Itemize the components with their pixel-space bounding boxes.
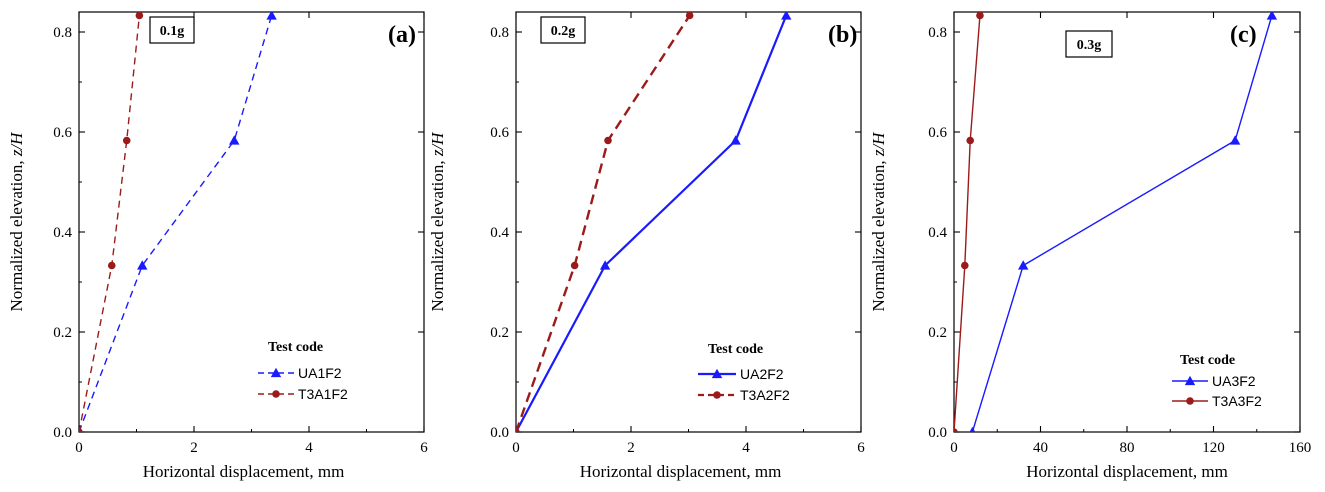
y-axis-label: Normalized elevation, z/H (7, 131, 26, 312)
chart-panel-1: 0 2 4 6 0.0 0.2 0.4 0.6 0.8 Horizontal displaceme… (7, 11, 428, 481)
data-point-T3A2F2 (604, 136, 612, 145)
series-line-T3A2F2 (516, 14, 691, 432)
x-tick-label: 2 (190, 440, 198, 456)
y-tick-label: 0.6 (53, 125, 72, 141)
panel-label: (a) (388, 22, 416, 48)
data-point-UA2F2 (599, 260, 611, 270)
data-point-T3A1F2 (79, 428, 83, 432)
legend-entry: T3A1F2 (298, 386, 348, 402)
data-point-UA3F2 (969, 426, 976, 432)
x-tick-label: 6 (857, 440, 865, 456)
x-tick-label: 40 (1033, 440, 1048, 456)
chart-panel-2: 0 2 4 6 0.0 0.2 0.4 0.6 0.8 Horizontal displaceme… (428, 11, 865, 481)
data-point-T3A3F2 (976, 12, 984, 20)
x-tick-label: 4 (742, 440, 750, 456)
y-axis-label: Normalized elevation, z/H (869, 131, 888, 312)
x-tick-label: 0 (75, 440, 83, 456)
legend-title: Test code (268, 340, 323, 355)
legend-entry: UA2F2 (740, 366, 784, 382)
acceleration-badge: 0.2g (551, 24, 576, 39)
legend-marker (1184, 375, 1196, 386)
panel-label: (c) (1230, 22, 1257, 48)
legend-entry: T3A3F2 (1212, 393, 1262, 409)
data-point-T3A1F2 (107, 261, 116, 270)
y-tick-label: 0.2 (928, 325, 947, 341)
acceleration-badge: 0.1g (160, 24, 185, 39)
x-axis-label: Horizontal displacement, mm (1026, 462, 1228, 481)
y-tick-label: 0.4 (53, 225, 72, 241)
legend-entry: UA3F2 (1212, 373, 1256, 389)
y-tick-label: 0.0 (490, 425, 509, 441)
plot-frame (953, 11, 1301, 433)
data-point-UA1F2 (266, 12, 277, 20)
y-tick-label: 0.6 (928, 125, 947, 141)
legend: Test code UA1F2 T3A1F2 (258, 340, 348, 402)
data-point-UA1F2 (137, 260, 148, 270)
acceleration-badge-box (540, 16, 586, 44)
data-point-UA3F2 (1018, 260, 1029, 270)
plot-frame (515, 11, 862, 433)
x-tick-label: 6 (420, 440, 428, 456)
legend-title: Test code (708, 342, 763, 357)
acceleration-badge: 0.3g (1077, 38, 1102, 53)
y-tick-label: 0.6 (490, 125, 509, 141)
x-axis-label: Horizontal displacement, mm (580, 462, 782, 481)
y-tick-label: 0.8 (53, 25, 72, 41)
y-tick-label: 0.2 (53, 325, 72, 341)
legend-marker (270, 367, 282, 378)
legend-entry: UA1F2 (298, 365, 342, 381)
legend-marker (1186, 397, 1194, 405)
legend-title: Test code (1180, 353, 1235, 368)
data-point-UA2F2 (730, 135, 741, 145)
data-point-T3A1F2 (135, 12, 144, 20)
series-line-T3A3F2 (954, 15, 981, 432)
y-tick-label: 0.0 (53, 425, 72, 441)
x-tick-label: 4 (305, 440, 313, 456)
data-point-T3A2F2 (570, 261, 579, 270)
series-line-T3A1F2 (79, 15, 141, 432)
y-tick-label: 0.8 (490, 25, 509, 41)
legend: Test code UA2F2 T3A2F2 (698, 342, 790, 403)
x-tick-label: 0 (950, 440, 958, 456)
x-tick-label: 2 (627, 440, 635, 456)
plot-area (516, 12, 792, 432)
data-point-T3A2F2 (516, 428, 520, 432)
data-point-UA3F2 (1266, 12, 1278, 20)
legend-marker (711, 368, 723, 379)
acceleration-badge-box (149, 16, 195, 44)
series-line-UA3F2 (971, 15, 1273, 432)
data-point-UA3F2 (1229, 135, 1241, 145)
y-tick-label: 0.4 (490, 225, 509, 241)
y-tick-label: 0.0 (928, 425, 947, 441)
plot-area (954, 12, 1278, 432)
plot-area (79, 12, 277, 432)
data-point-UA2F2 (781, 12, 792, 20)
data-point-T3A3F2 (966, 136, 975, 145)
y-tick-label: 0.8 (928, 25, 947, 41)
x-tick-label: 80 (1120, 440, 1135, 456)
x-axis-label: Horizontal displacement, mm (143, 462, 345, 481)
data-point-T3A3F2 (961, 261, 969, 270)
y-axis-label: Normalized elevation, z/H (428, 131, 447, 312)
data-point-T3A2F2 (685, 12, 694, 20)
x-tick-label: 160 (1289, 440, 1312, 456)
y-tick-label: 0.4 (928, 225, 947, 241)
plot-frame (78, 11, 425, 433)
legend-marker (713, 391, 721, 399)
panel-label: (b) (828, 22, 857, 48)
data-point-UA1F2 (229, 135, 240, 145)
legend-marker (272, 390, 280, 398)
data-point-T3A1F2 (122, 136, 131, 145)
y-tick-label: 0.2 (490, 325, 509, 341)
legend-entry: T3A2F2 (740, 387, 790, 403)
x-tick-label: 120 (1202, 440, 1225, 456)
series-line-UA1F2 (79, 15, 273, 432)
legend: Test code UA3F2 T3A3F2 (1172, 353, 1262, 409)
acceleration-badge-box (1065, 30, 1113, 58)
chart-panel-3: 0 40 80 120 160 0.0 0.2 0.4 0.6 0.8 Horizontal dis… (869, 11, 1312, 481)
series-line-UA2F2 (516, 15, 788, 432)
data-point-T3A3F2 (954, 428, 958, 432)
x-tick-label: 0 (512, 440, 520, 456)
